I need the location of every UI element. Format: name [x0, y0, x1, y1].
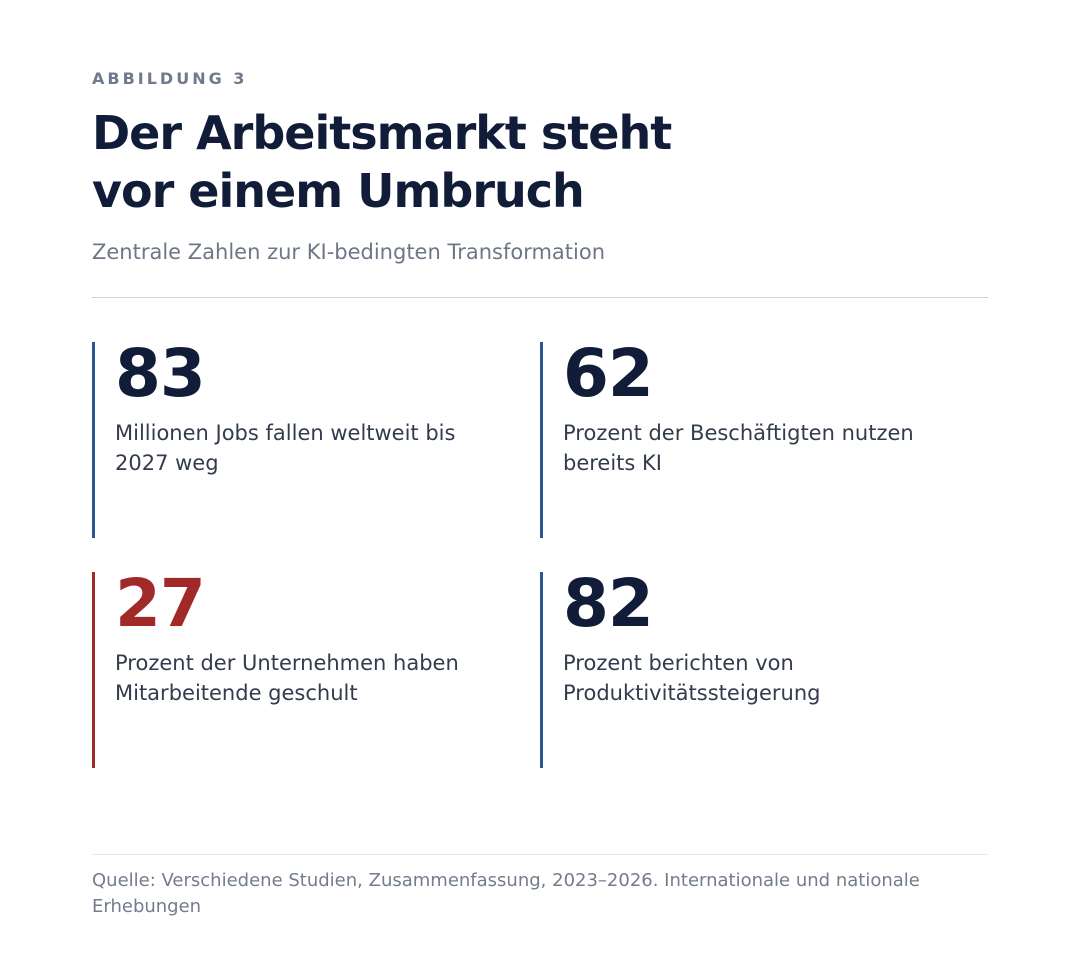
stat-value: 82	[563, 565, 654, 642]
footer-divider	[92, 854, 988, 855]
source-note: Quelle: Verschiedene Studien, Zusammenfa…	[92, 870, 920, 917]
title-line-1: Der Arbeitsmarkt steht	[92, 106, 672, 160]
stat-label: Prozent berichten von Produktivitätsstei…	[563, 651, 821, 705]
stat-label: Millionen Jobs fallen weltweit bis 2027 …	[115, 421, 456, 475]
figure-card: ABBILDUNG 3 Der Arbeitsmarkt steht vor e…	[92, 0, 988, 958]
stat-value: 27	[115, 565, 206, 642]
stat-value: 83	[115, 335, 206, 412]
stat-card-training: 27 Prozent der Unternehmen haben Mitarbe…	[92, 565, 512, 768]
stat-label: Prozent der Unternehmen haben Mitarbeite…	[115, 651, 459, 705]
page-title: Der Arbeitsmarkt steht vor einem Umbruch	[92, 104, 792, 220]
title-line-2: vor einem Umbruch	[92, 164, 585, 218]
subtitle: Zentrale Zahlen zur KI-bedingten Transfo…	[92, 240, 606, 264]
header-divider	[92, 297, 988, 298]
figure-number: ABBILDUNG 3	[92, 69, 248, 88]
stat-value: 62	[563, 335, 654, 412]
stat-card-ai-usage: 62 Prozent der Beschäftigten nutzen bere…	[540, 335, 960, 538]
stat-card-jobs: 83 Millionen Jobs fallen weltweit bis 20…	[92, 335, 512, 538]
stat-label: Prozent der Beschäftigten nutzen bereits…	[563, 421, 914, 475]
stat-card-productivity: 82 Prozent berichten von Produktivitätss…	[540, 565, 960, 768]
